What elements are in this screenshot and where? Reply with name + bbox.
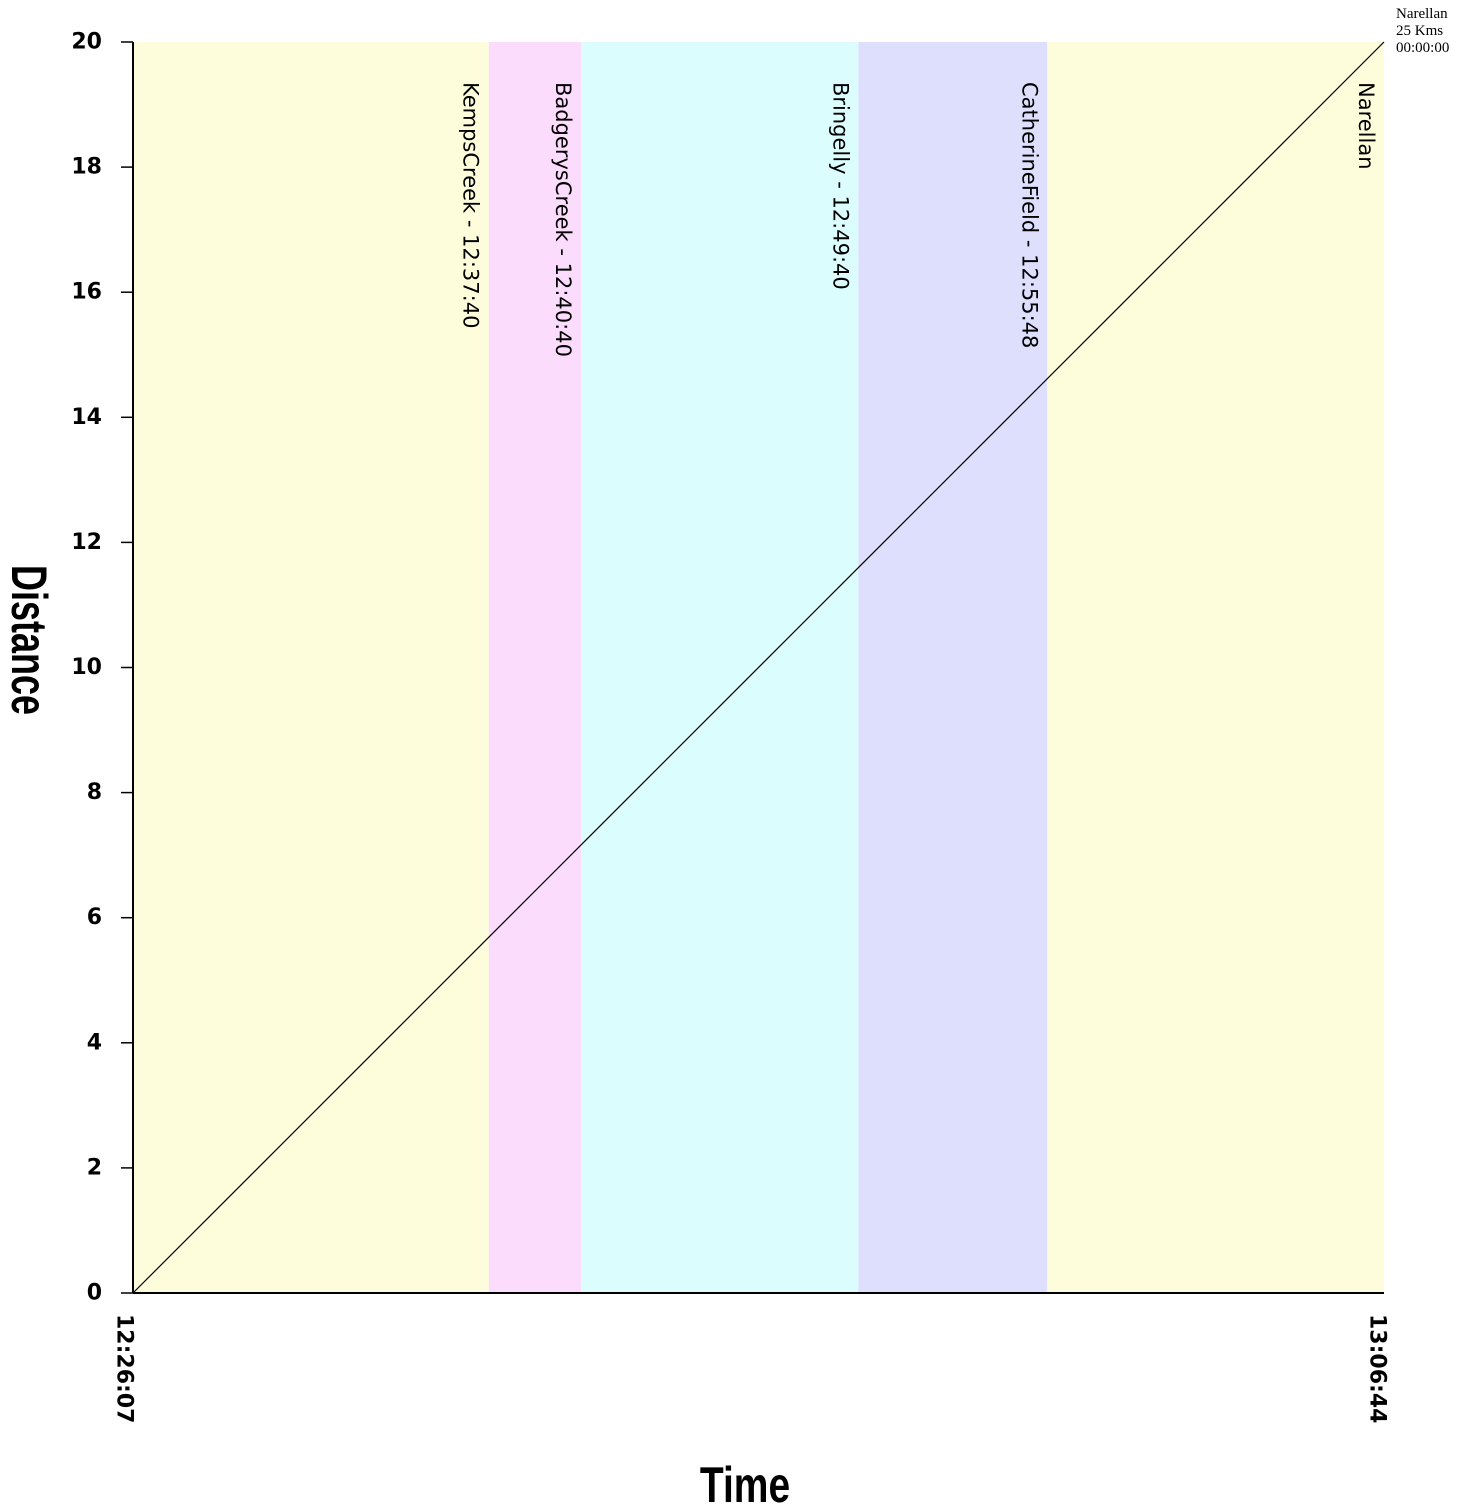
y-axis-title: Distance	[0, 565, 55, 715]
x-start-tick-label: 12:26:07	[112, 1314, 137, 1423]
corner-note: Narellan 25 Kms 00:00:00	[1396, 6, 1449, 56]
band-kempscreek	[133, 42, 489, 1293]
y-tick-label: 4	[87, 1030, 102, 1055]
corner-note-line-3: 00:00:00	[1396, 40, 1449, 56]
y-tick-label: 8	[87, 780, 102, 805]
band-badgeryscreek	[488, 42, 582, 1293]
band-bringelly	[581, 42, 859, 1293]
y-tick-label: 2	[87, 1155, 102, 1180]
station-label-kempscreek: KempsCreek - 12:37:40	[459, 82, 483, 328]
y-tick-label: 6	[87, 905, 102, 930]
station-label-narellan: Narellan	[1354, 82, 1378, 170]
y-ticks: 0 2 4 6 8 10 12 14 16 18 20	[71, 30, 133, 1306]
x-end-tick-label: 13:06:44	[1365, 1314, 1390, 1423]
station-label-badgeryscreek: BadgerysCreek - 12:40:40	[551, 82, 575, 357]
y-tick-label: 16	[71, 280, 102, 305]
series-line-0	[132, 41, 1385, 1294]
y-tick-label: 14	[71, 405, 102, 430]
station-bands	[133, 42, 1384, 1293]
y-tick-label: 0	[87, 1281, 102, 1306]
corner-note-line-2: 25 Kms	[1396, 23, 1443, 39]
band-narellan	[1047, 42, 1384, 1293]
station-label-catherinefield: CatherineField - 12:55:48	[1017, 82, 1041, 348]
x-axis-title: Time	[700, 1456, 790, 1508]
y-tick-label: 18	[71, 155, 102, 180]
station-label-bringelly: Bringelly - 12:49:40	[828, 82, 852, 290]
y-tick-label: 20	[71, 30, 102, 55]
y-tick-label: 10	[71, 655, 102, 680]
corner-note-line-1: Narellan	[1396, 6, 1448, 22]
station-labels: KempsCreek - 12:37:40 BadgerysCreek - 12:…	[459, 82, 1378, 357]
series-lines	[132, 41, 1385, 1294]
y-tick-label: 12	[71, 530, 102, 555]
band-catherinefield	[858, 42, 1048, 1293]
